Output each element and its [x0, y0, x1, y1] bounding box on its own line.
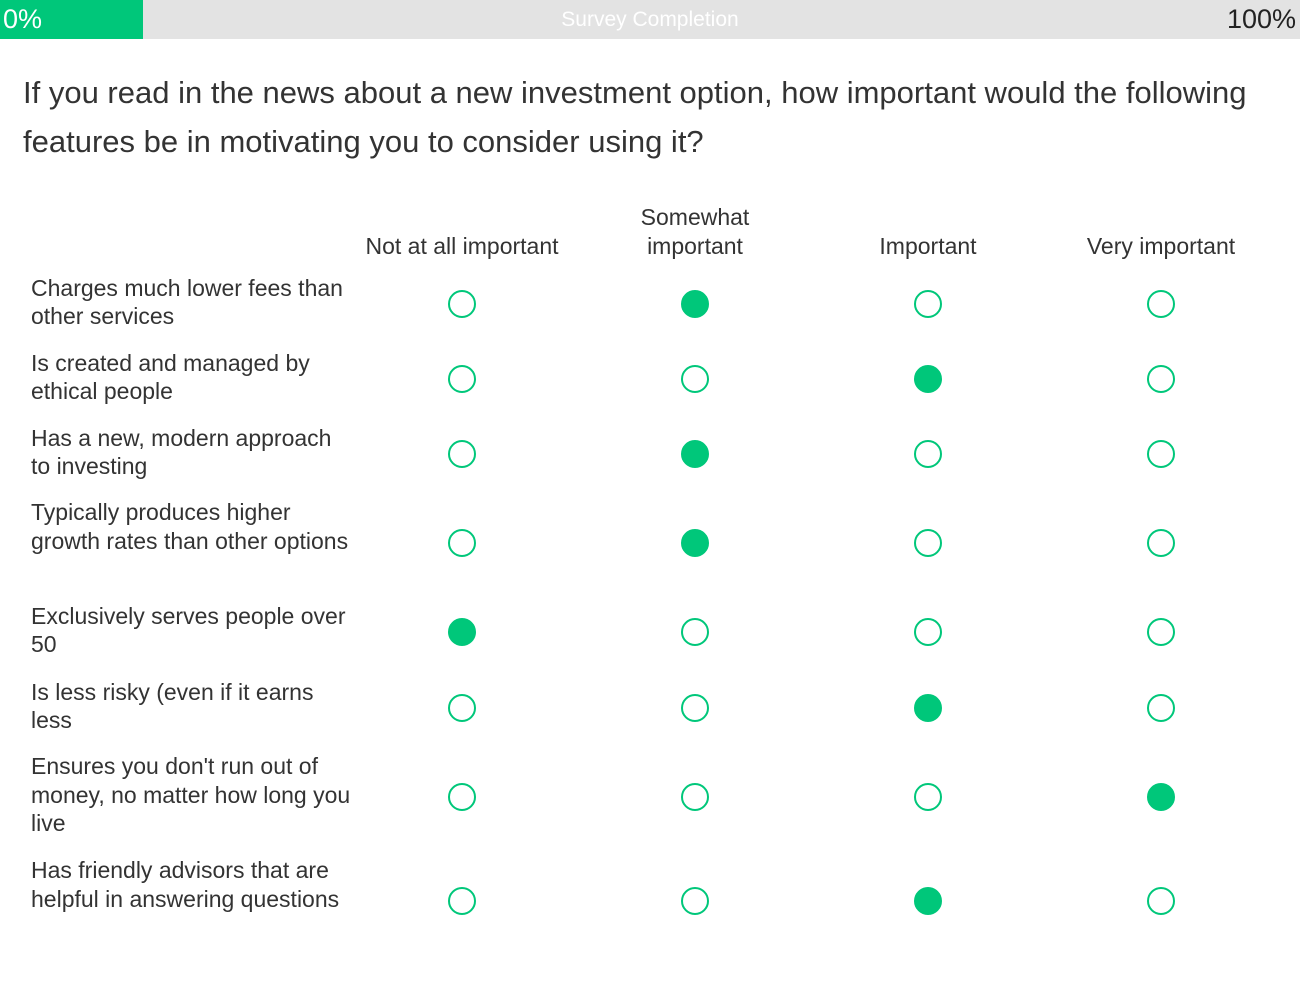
row-label: Charges much lower fees than other servi… — [31, 274, 343, 330]
radio-not-at-all-important[interactable] — [448, 783, 476, 811]
column-header-not-at-all-important: Not at all important — [365, 232, 559, 259]
row-label: Typically produces higher growth rates t… — [31, 499, 349, 554]
radio-not-at-all-important[interactable] — [448, 694, 476, 722]
progress-start-label: 0% — [3, 4, 43, 34]
radio-not-at-all-important[interactable] — [448, 365, 476, 393]
row-label: Is less risky (even if it earns less — [31, 678, 314, 734]
radio-not-at-all-important[interactable] — [448, 529, 476, 557]
radio-not-at-all-important[interactable] — [448, 290, 476, 318]
radio-very-important[interactable] — [1147, 887, 1175, 915]
radio-somewhat-important[interactable] — [681, 529, 709, 557]
radio-very-important[interactable] — [1147, 529, 1175, 557]
radio-important[interactable] — [914, 618, 942, 646]
column-header-somewhat-important: Somewhat important — [640, 203, 750, 259]
radio-very-important[interactable] — [1147, 694, 1175, 722]
column-header-important: Important — [879, 232, 977, 259]
row-label: Ensures you don't run out of money, no m… — [31, 753, 351, 837]
radio-important[interactable] — [914, 529, 942, 557]
radio-very-important[interactable] — [1147, 440, 1175, 468]
radio-somewhat-important[interactable] — [681, 783, 709, 811]
radio-important[interactable] — [914, 887, 942, 915]
row-label: Has friendly advisors that are helpful i… — [31, 857, 340, 912]
radio-not-at-all-important[interactable] — [448, 887, 476, 915]
question-text: If you read in the news about a new inve… — [23, 75, 1247, 159]
radio-very-important[interactable] — [1147, 365, 1175, 393]
radio-somewhat-important[interactable] — [681, 440, 709, 468]
survey-progress-bar: 0% Survey Completion 100% — [0, 0, 1300, 39]
radio-very-important[interactable] — [1147, 290, 1175, 318]
radio-important[interactable] — [914, 440, 942, 468]
radio-somewhat-important[interactable] — [681, 365, 709, 393]
row-label: Exclusively serves people over 50 — [31, 602, 346, 658]
radio-important[interactable] — [914, 783, 942, 811]
radio-important[interactable] — [914, 290, 942, 318]
radio-somewhat-important[interactable] — [681, 694, 709, 722]
progress-end-label: 100% — [1226, 4, 1296, 34]
radio-somewhat-important[interactable] — [681, 887, 709, 915]
radio-important[interactable] — [914, 365, 942, 393]
radio-somewhat-important[interactable] — [681, 290, 709, 318]
radio-somewhat-important[interactable] — [681, 618, 709, 646]
radio-not-at-all-important[interactable] — [448, 618, 476, 646]
row-label: Has a new, modern approach to investing — [31, 424, 332, 480]
row-label: Is created and managed by ethical people — [31, 349, 310, 405]
radio-not-at-all-important[interactable] — [448, 440, 476, 468]
progress-title: Survey Completion — [561, 8, 739, 31]
radio-very-important[interactable] — [1147, 618, 1175, 646]
radio-important[interactable] — [914, 694, 942, 722]
radio-very-important[interactable] — [1147, 783, 1175, 811]
progress-fill — [0, 0, 143, 39]
column-header-very-important: Very important — [1086, 232, 1236, 259]
